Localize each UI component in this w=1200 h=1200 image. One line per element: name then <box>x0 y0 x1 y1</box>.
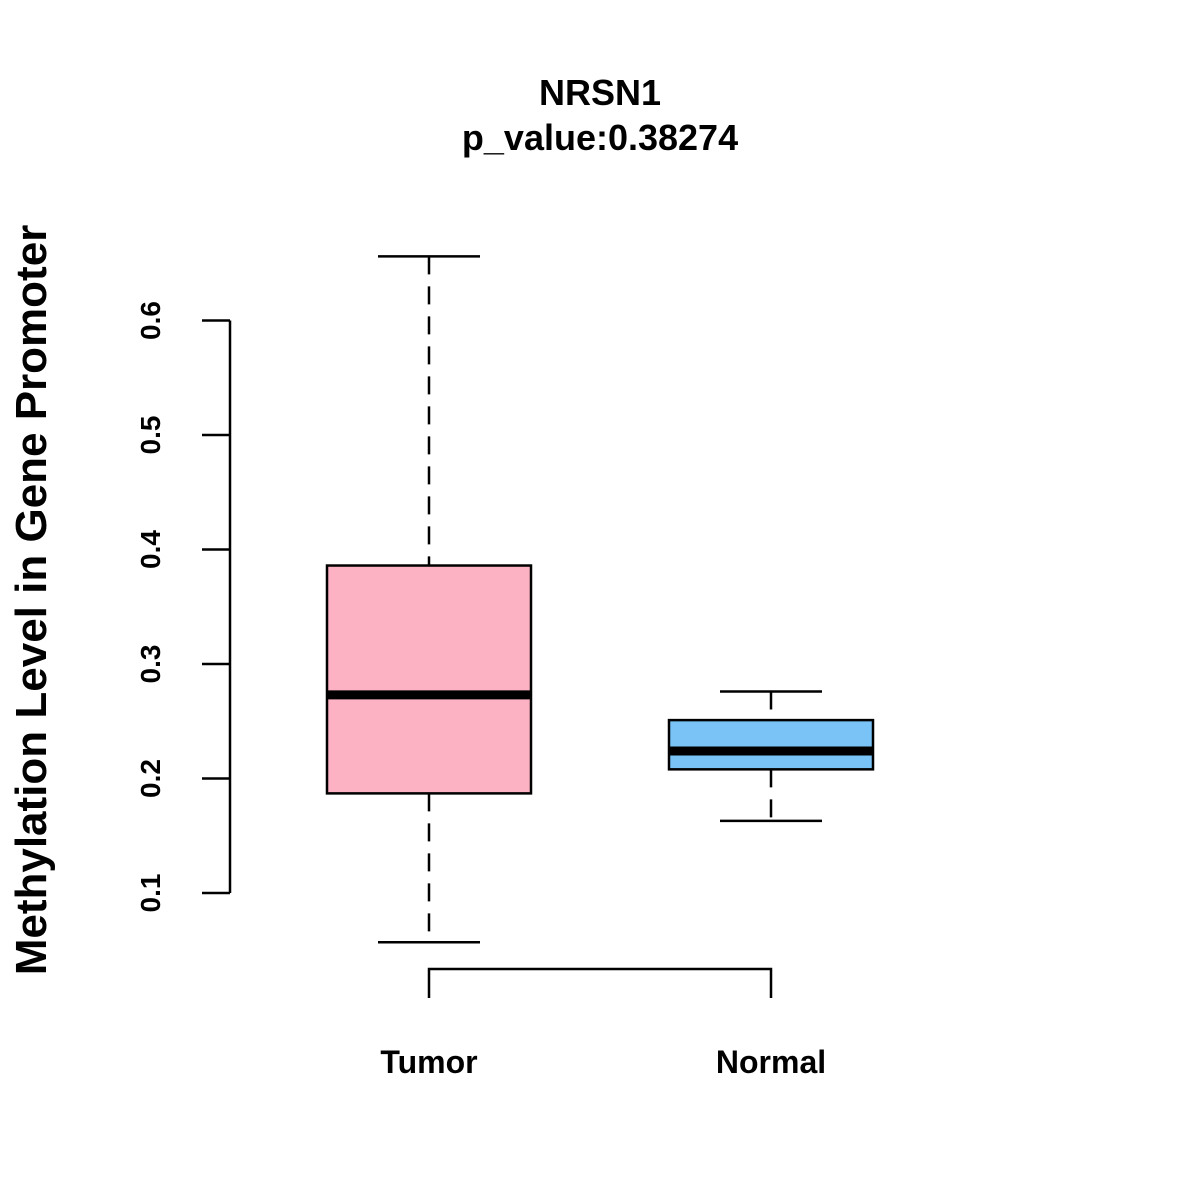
y-tick-label: 0.5 <box>135 416 166 455</box>
comparison-bracket <box>427 967 773 998</box>
boxes <box>325 255 875 944</box>
iqr-box <box>325 564 533 795</box>
chart-subtitle: p_value:0.38274 <box>462 117 738 158</box>
y-tick-label: 0.4 <box>135 530 166 569</box>
y-tick-label: 0.1 <box>135 874 166 913</box>
y-tick-label: 0.2 <box>135 759 166 798</box>
y-tick-label: 0.3 <box>135 645 166 684</box>
iqr-box <box>667 718 875 771</box>
chart-title: NRSN1 <box>539 72 661 113</box>
x-label-tumor: Tumor <box>380 1044 477 1080</box>
bracket-line <box>427 967 773 998</box>
box-tumor <box>325 255 533 944</box>
box-normal <box>667 690 875 823</box>
y-axis-label: Methylation Level in Gene Promoter <box>7 225 56 976</box>
x-label-normal: Normal <box>716 1044 826 1080</box>
y-axis: 0.1 0.2 0.3 0.4 0.5 0.6 <box>135 301 232 913</box>
y-tick-label: 0.6 <box>135 301 166 340</box>
x-axis-labels: Tumor Normal <box>380 1044 826 1080</box>
